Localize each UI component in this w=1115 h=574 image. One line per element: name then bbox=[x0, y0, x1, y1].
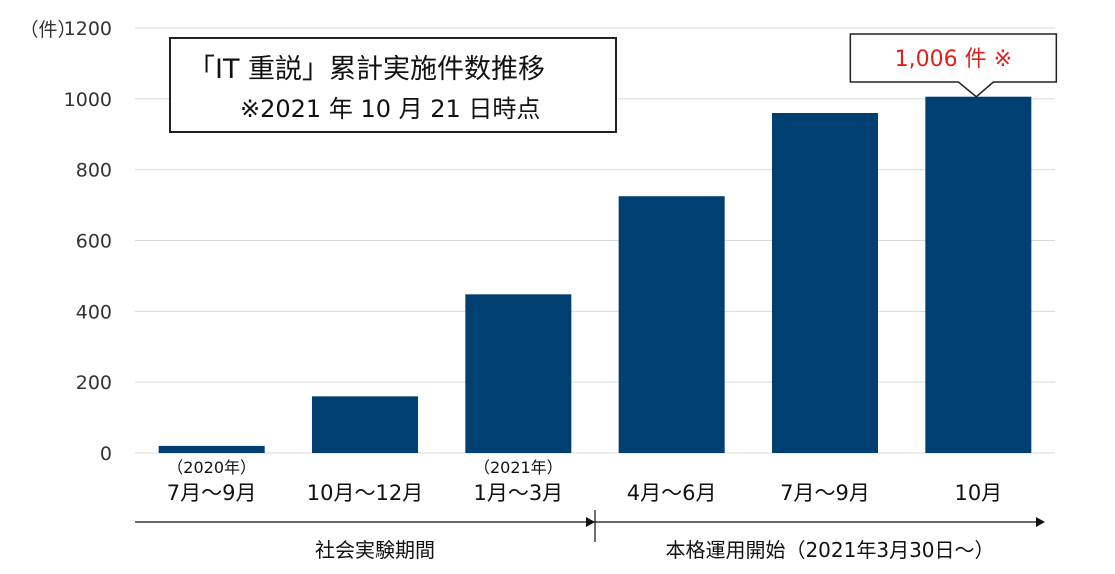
title-box bbox=[169, 37, 617, 133]
period-label: 本格運用開始（2021年3月30日～） bbox=[665, 538, 994, 562]
category-label: 1月～3月 bbox=[473, 481, 563, 505]
y-axis-label: （件） bbox=[19, 19, 76, 41]
period-arrowhead bbox=[586, 517, 595, 527]
y-tick-label: 400 bbox=[76, 301, 112, 323]
bar bbox=[312, 396, 418, 453]
year-label: （2021年） bbox=[474, 458, 563, 477]
bar bbox=[925, 96, 1032, 453]
year-label: （2020年） bbox=[167, 458, 256, 477]
bar bbox=[465, 294, 572, 453]
callout-box bbox=[849, 33, 1058, 98]
category-label: 10月～12月 bbox=[307, 481, 423, 505]
callout-text: 1,006 件 ※ bbox=[895, 47, 1012, 72]
category-label: 4月～6月 bbox=[627, 481, 717, 505]
bar bbox=[158, 445, 265, 453]
chart-subtitle: ※2021 年 10 月 21 日時点 bbox=[240, 95, 540, 123]
bar bbox=[772, 113, 878, 453]
period-annotations: 社会実験期間 本格運用開始（2021年3月30日～） bbox=[135, 510, 1045, 562]
y-tick-label: 200 bbox=[76, 372, 112, 394]
chart-title: 「IT 重説」累計実施件数推移 bbox=[188, 54, 545, 85]
y-tick-labels: 0 200 400 600 800 1000 1200 bbox=[64, 18, 112, 465]
y-tick-label: 1000 bbox=[64, 89, 112, 111]
y-tick-label: 800 bbox=[76, 160, 112, 182]
bar bbox=[618, 196, 725, 453]
value-callout: 1,006 件 ※ bbox=[849, 33, 1058, 98]
y-tick-label: 600 bbox=[76, 231, 112, 253]
category-label: 7月～9月 bbox=[167, 481, 257, 505]
period-label: 社会実験期間 bbox=[315, 538, 435, 562]
y-tick-label: 1200 bbox=[64, 18, 112, 40]
y-tick-label: 0 bbox=[100, 443, 112, 465]
period-arrowhead bbox=[1036, 517, 1045, 527]
bars bbox=[158, 96, 1032, 453]
category-label: 7月～9月 bbox=[780, 481, 870, 505]
category-label: 10月 bbox=[954, 481, 1002, 505]
category-labels: 7月～9月 （2020年） 10月～12月 1月～3月 （2021年） 4月～6月 7月～9… bbox=[167, 458, 1002, 505]
